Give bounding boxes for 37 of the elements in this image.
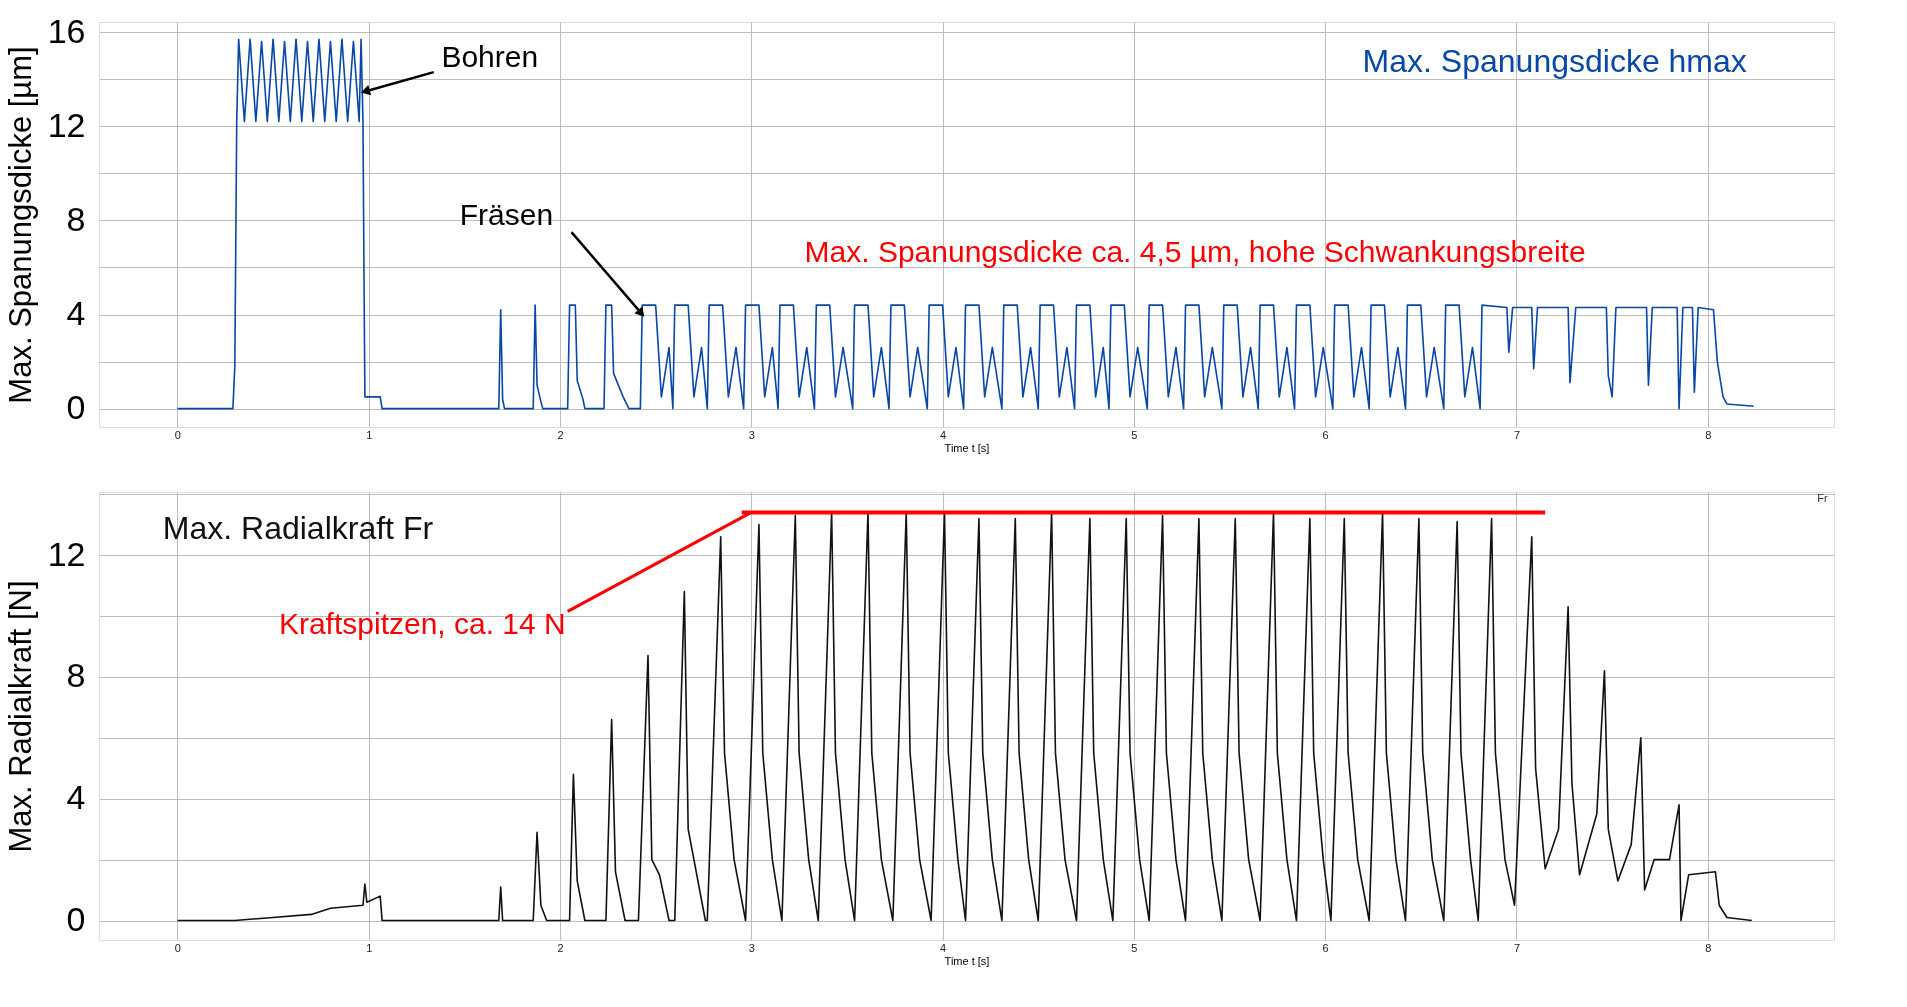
x-axis-title: Time t [s] [944, 954, 990, 967]
x-tick-label: 4 [940, 428, 947, 441]
x-tick-label: 0 [174, 428, 181, 441]
y-tick-label: 16 [47, 11, 86, 50]
x-tick-label: 2 [557, 941, 564, 954]
x-tick-label: 2 [557, 428, 564, 441]
x-tick-label: 5 [1131, 941, 1138, 954]
y-tick-label: 8 [66, 656, 86, 695]
x-tick-label: 7 [1513, 941, 1521, 954]
y-tick-label: 4 [66, 778, 86, 817]
line-series [176, 38, 1755, 410]
y-axis-title: Max. Radialkraft [N] [2, 580, 38, 853]
x-tick-label: 8 [1705, 428, 1712, 441]
x-tick-label: 6 [1322, 428, 1329, 441]
annotation: Fräsen [459, 197, 554, 231]
x-tick-label: 6 [1322, 941, 1329, 954]
x-tick-label: 5 [1131, 428, 1138, 441]
annotation: Bohren [441, 40, 539, 74]
y-tick-label: 12 [47, 534, 86, 573]
x-tick-label: 3 [748, 428, 755, 441]
x-tick-label: 3 [748, 941, 755, 954]
annotation: Max. Spanungsdicke ca. 4,5 µm, hohe Schwankungsbreite [804, 235, 1586, 269]
annotation: Fr [1817, 491, 1829, 504]
x-tick-label: 1 [366, 941, 373, 954]
x-tick-label: 1 [366, 428, 373, 441]
x-tick-label: 0 [174, 941, 181, 954]
x-tick-label: 4 [940, 941, 947, 954]
annotation: Kraftspitzen, ca. 14 N [278, 607, 566, 641]
x-tick-label: 7 [1513, 428, 1521, 441]
text: Max. Spanungsdicke hmax [1362, 42, 1747, 79]
text: Max. Radialkraft Fr [162, 510, 434, 547]
x-tick-label: 8 [1705, 941, 1712, 954]
y-tick-label: 8 [66, 199, 86, 238]
y-tick-label: 12 [47, 105, 86, 144]
y-axis-title: Max. Spanungsdicke [µm] [2, 46, 38, 404]
x-axis-title: Time t [s] [944, 441, 990, 454]
y-tick-label: 4 [66, 294, 86, 333]
